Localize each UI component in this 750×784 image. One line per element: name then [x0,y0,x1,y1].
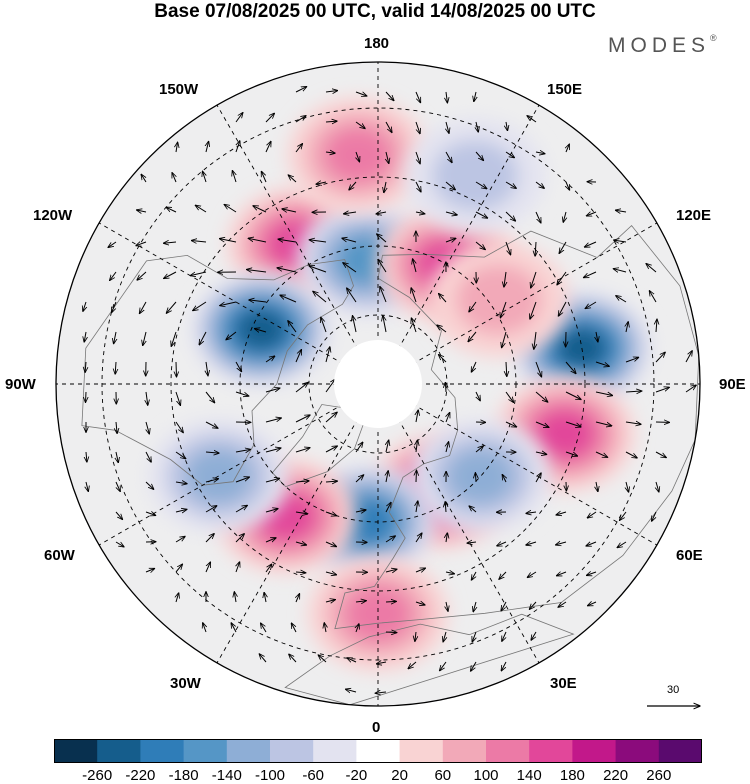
lon-label-120e: 120E [676,208,711,224]
anomaly-canada-negative [191,272,332,387]
colorbar-swatch [184,739,228,763]
anomaly-pacific-positive-2 [288,97,429,212]
wind-arrow [386,601,396,602]
colorbar-swatch [356,739,400,763]
anomaly-baikal-positive [428,242,569,357]
lon-label-120w: 120W [33,208,72,224]
colorbar-swatch [313,739,357,763]
pole-mask [334,340,422,428]
colorbar-swatch [54,739,98,763]
lon-label-150w: 150W [159,82,198,98]
colorbar-swatch [227,739,271,763]
colorbar-swatch [400,739,444,763]
lon-label-60e: 60E [676,548,703,564]
wind-arrow [445,382,446,392]
colorbar-swatch [529,739,573,763]
colorbar-swatch [659,739,702,763]
anomaly-iberia-positive [308,556,449,671]
colorbar-swatch [616,739,660,763]
colorbar-swatch [486,739,530,763]
lon-label-90e: 90E [719,377,746,393]
wind-arrow [475,473,476,482]
lon-label-0: 0 [372,720,380,736]
colorbar-swatch [270,739,314,763]
colorbar-tick-label: 260 [634,767,684,784]
lon-label-30e: 30E [550,676,577,692]
colorbar-swatch [572,739,616,763]
lon-label-90w: 90W [5,377,36,393]
lon-label-30w: 30W [170,676,201,692]
colorbar-swatch [140,739,184,763]
wind-arrow [416,470,417,482]
lon-label-60w: 60W [44,548,75,564]
colorbar [54,739,702,763]
colorbar-swatch [443,739,487,763]
lon-label-150e: 150E [547,82,582,98]
lon-label-180: 180 [364,36,389,52]
wind-arrow [386,632,397,633]
wind-arrow [86,392,87,402]
colorbar-swatch [97,739,141,763]
reference-vector-label: 30 [667,684,679,696]
wind-arrow [176,362,177,377]
